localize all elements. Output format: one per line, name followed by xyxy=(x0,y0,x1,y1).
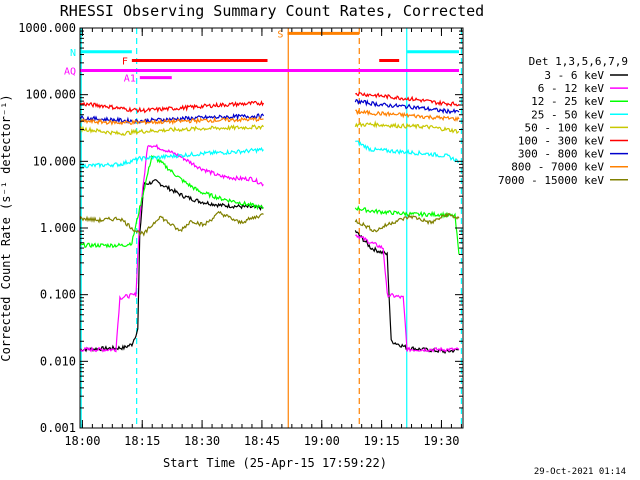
series-line xyxy=(355,91,460,107)
flag-bars-layer: N F S AQ A1 xyxy=(64,29,460,85)
y-tick-label: 0.001 xyxy=(40,421,76,435)
legend-item-label: 6 - 12 keV xyxy=(538,82,605,95)
series-line xyxy=(354,212,460,233)
x-tick-label: 19:00 xyxy=(304,434,340,448)
series-line xyxy=(354,120,460,135)
x-tick-label: 19:30 xyxy=(423,434,459,448)
generated-timestamp: 29-Oct-2021 01:14 xyxy=(534,467,626,477)
legend-item-label: 25 - 50 keV xyxy=(531,108,604,121)
series-line xyxy=(80,99,265,114)
series-layer xyxy=(80,91,460,355)
y-axis-ticks: 1000.000 100.000 10.000 1.000 0.100 0.010 0.00… xyxy=(18,21,463,435)
flag-label: N xyxy=(70,48,76,59)
chart-title: RHESSI Observing Summary Count Rates, Co… xyxy=(60,2,484,20)
y-tick-label: 0.100 xyxy=(40,288,76,302)
x-tick-label: 18:45 xyxy=(244,434,280,448)
series-line xyxy=(80,124,264,136)
legend-item-label: 3 - 6 keV xyxy=(544,69,604,82)
y-tick-label: 10.000 xyxy=(33,154,76,168)
series-line xyxy=(80,210,264,237)
series-line xyxy=(355,109,460,122)
legend-item-label: 800 - 7000 keV xyxy=(511,161,604,174)
x-tick-label: 18:15 xyxy=(124,434,160,448)
flag-label: F xyxy=(122,57,128,68)
series-line xyxy=(355,234,460,353)
x-tick-label: 18:00 xyxy=(64,434,100,448)
flag-label: S xyxy=(277,29,283,40)
series-line xyxy=(80,146,264,169)
series-line xyxy=(354,98,460,115)
series-line xyxy=(80,143,264,353)
series-line xyxy=(80,179,264,353)
x-tick-label: 18:30 xyxy=(184,434,220,448)
legend-item-label: 300 - 800 keV xyxy=(518,148,604,161)
y-tick-label: 1.000 xyxy=(40,221,76,235)
x-tick-label: 19:15 xyxy=(364,434,400,448)
series-line xyxy=(80,115,264,126)
y-tick-label: 100.000 xyxy=(25,88,76,102)
legend-item-label: 7000 - 15000 keV xyxy=(498,174,604,187)
flag-label: AQ xyxy=(64,67,76,78)
x-axis-label: Start Time (25-Apr-15 17:59:22) xyxy=(163,456,387,470)
x-axis-ticks: 18:00 18:15 18:30 18:45 19:00 19:15 19:30 xyxy=(64,28,462,448)
legend-item-label: 50 - 100 keV xyxy=(525,121,605,134)
series-line xyxy=(355,140,460,164)
plot-frame xyxy=(79,27,464,429)
legend-item-label: 12 - 25 keV xyxy=(531,95,604,108)
event-vertical-lines xyxy=(80,28,463,428)
legend-item-label: 100 - 300 keV xyxy=(518,135,604,148)
series-line xyxy=(80,154,264,249)
y-tick-label: 0.010 xyxy=(40,354,76,368)
legend-header: Det 1,3,5,6,7,9 xyxy=(529,55,628,68)
y-axis-label: Corrected Count Rate (s⁻¹ detector⁻¹) xyxy=(0,94,13,361)
y-tick-label: 1000.000 xyxy=(18,21,76,35)
flag-label: A1 xyxy=(124,74,136,85)
series-line xyxy=(80,113,265,125)
